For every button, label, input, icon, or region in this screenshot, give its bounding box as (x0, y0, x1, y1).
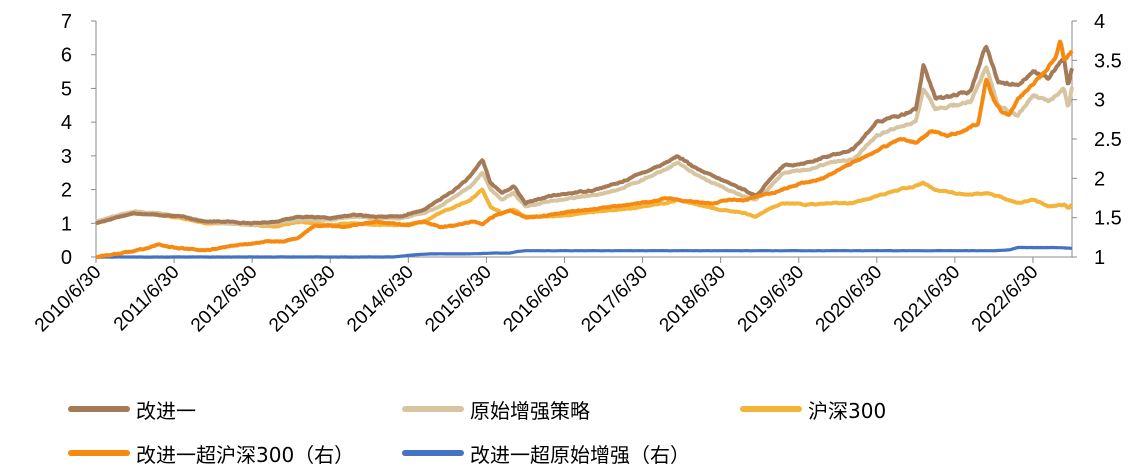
x-tick-label: 2021/6/30 (890, 262, 965, 337)
series-line-0 (95, 44, 1074, 226)
left-tick-label: 2 (61, 180, 72, 202)
legend-swatch (740, 406, 802, 412)
left-tick-label: 7 (61, 11, 72, 33)
left-tick-label: 4 (61, 112, 72, 134)
legend-swatch (402, 406, 464, 412)
series-line-2 (95, 180, 1074, 229)
right-tick-label: 1.5 (1094, 208, 1122, 230)
legend-label: 原始增强策略 (470, 398, 590, 423)
legend-item: 沪深300 (740, 393, 886, 425)
x-tick-label: 2016/6/30 (499, 262, 574, 337)
right-tick-label: 3 (1094, 90, 1105, 112)
legend-label: 改进一 (136, 398, 196, 423)
x-tick-label: 2012/6/30 (187, 262, 262, 337)
x-tick-label: 2022/6/30 (968, 262, 1043, 337)
series-line-1 (95, 65, 1074, 228)
legend-item: 改进一超沪深300（右） (68, 437, 354, 469)
x-tick-label: 2018/6/30 (656, 262, 731, 337)
legend-swatch (68, 450, 130, 456)
chart-legend: 改进一 原始增强策略 沪深300 改进一超沪深300（右） 改进一超原始增强（右） (0, 385, 1134, 474)
x-tick-label: 2013/6/30 (265, 262, 340, 337)
x-tick-label: 2015/6/30 (421, 262, 496, 337)
x-tick-label: 2019/6/30 (734, 262, 809, 337)
legend-swatch (402, 450, 464, 456)
x-tick-label: 2014/6/30 (343, 262, 418, 337)
left-tick-label: 1 (61, 213, 72, 235)
legend-item: 改进一 (68, 393, 196, 425)
legend-label: 沪深300 (808, 398, 887, 423)
legend-label: 改进一超原始增强（右） (470, 442, 690, 467)
x-tick-label: 2020/6/30 (812, 262, 887, 337)
legend-item: 改进一超原始增强（右） (402, 437, 690, 469)
x-tick-label: 2017/6/30 (577, 262, 652, 337)
x-tick-label: 2011/6/30 (110, 262, 184, 336)
chart-series-lines (95, 39, 1074, 260)
left-tick-label: 0 (61, 247, 72, 269)
right-tick-label: 2.5 (1094, 129, 1122, 151)
series-line-3 (95, 39, 1074, 260)
legend-label: 改进一超沪深300（右） (136, 442, 355, 467)
x-tick-label: 2010/6/30 (31, 262, 106, 337)
right-tick-label: 3.5 (1094, 50, 1122, 72)
right-tick-label: 4 (1094, 11, 1105, 33)
left-tick-label: 3 (61, 146, 72, 168)
right-tick-label: 2 (1094, 168, 1105, 190)
series-line-4 (95, 245, 1073, 259)
right-tick-label: 1 (1094, 247, 1105, 269)
legend-item: 原始增强策略 (402, 393, 590, 425)
left-tick-label: 6 (61, 45, 72, 67)
legend-swatch (68, 406, 130, 412)
left-tick-label: 5 (61, 78, 72, 100)
